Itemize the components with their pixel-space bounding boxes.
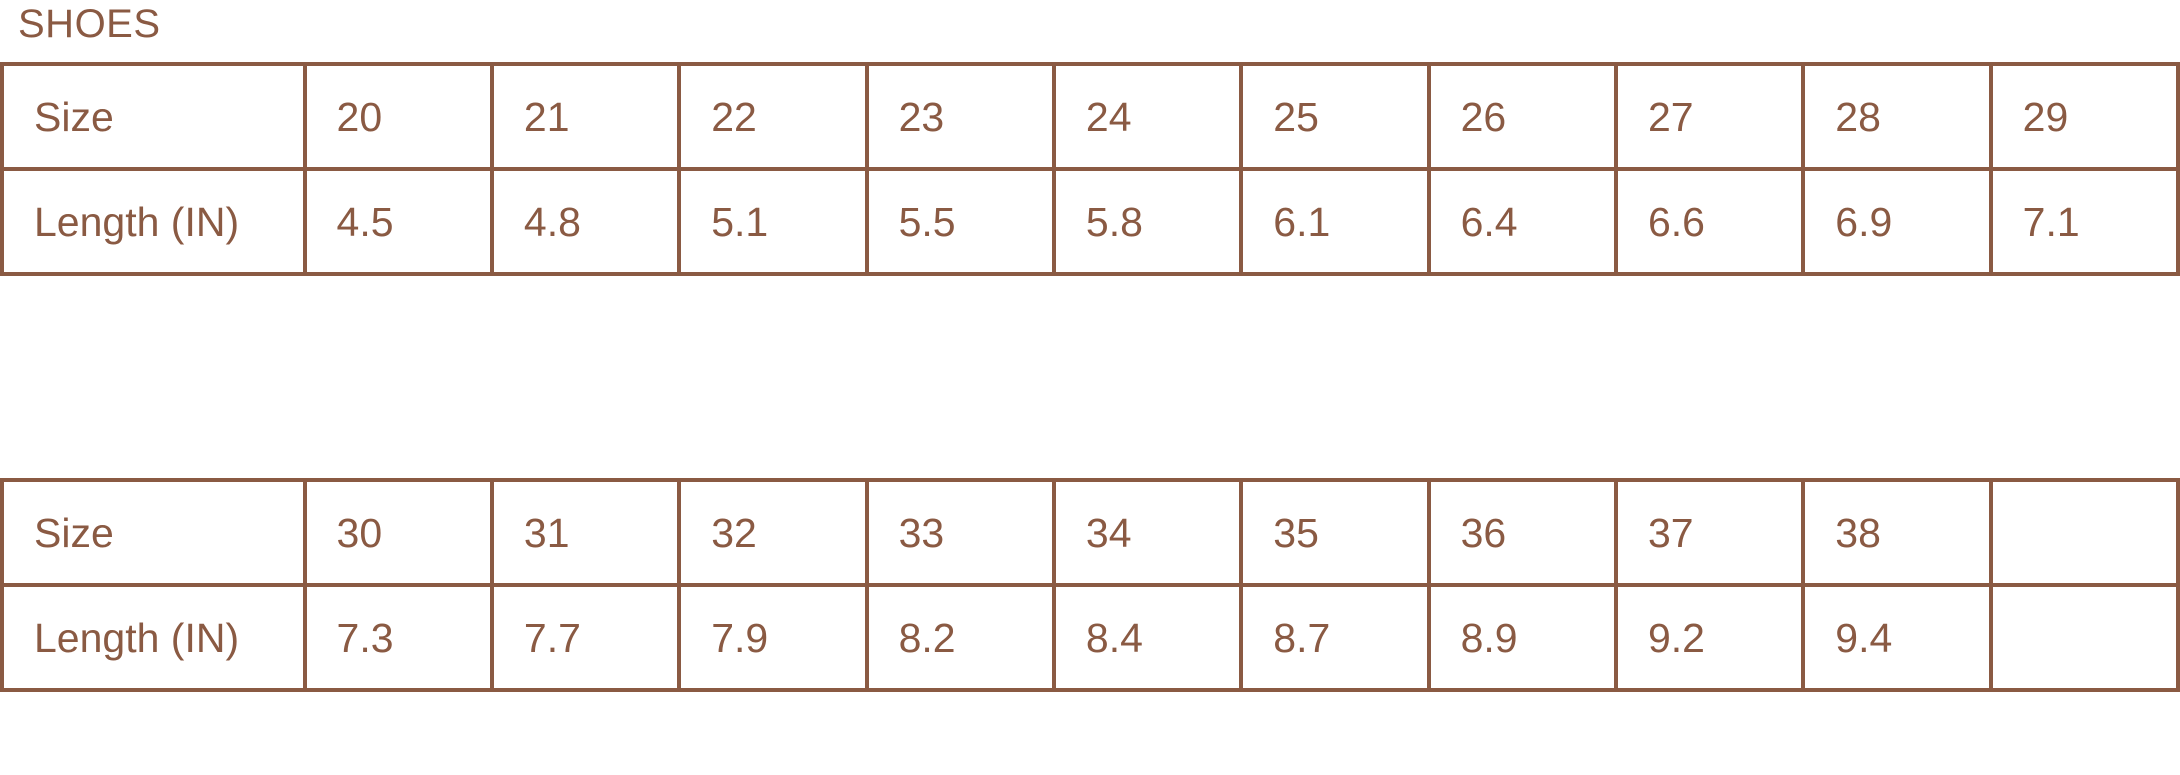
size-cell: 28 bbox=[1801, 62, 1993, 171]
page-title: SHOES bbox=[18, 2, 161, 46]
length-cell: 6.4 bbox=[1426, 167, 1618, 276]
length-cell: 4.5 bbox=[302, 167, 494, 276]
row-label-size: Size bbox=[0, 478, 307, 587]
size-cell: 33 bbox=[864, 478, 1056, 587]
row-label-size: Size bbox=[0, 62, 307, 171]
size-cell: 34 bbox=[1051, 478, 1244, 587]
table-row: Size 20 21 22 23 24 25 26 27 28 29 bbox=[0, 62, 2180, 171]
size-cell: 24 bbox=[1051, 62, 1244, 171]
row-label-length: Length (IN) bbox=[0, 167, 307, 276]
size-cell: 29 bbox=[1988, 62, 2180, 171]
length-cell: 7.7 bbox=[489, 583, 682, 692]
length-cell: 9.4 bbox=[1801, 583, 1993, 692]
size-cell: 23 bbox=[864, 62, 1056, 171]
table-row: Size 30 31 32 33 34 35 36 37 38 bbox=[0, 478, 2180, 587]
size-cell: 20 bbox=[302, 62, 494, 171]
length-cell: 7.3 bbox=[302, 583, 494, 692]
length-cell: 5.8 bbox=[1051, 167, 1244, 276]
length-cell: 7.9 bbox=[677, 583, 869, 692]
table-row: Length (IN) 7.3 7.7 7.9 8.2 8.4 8.7 8.9 … bbox=[0, 583, 2180, 692]
size-cell: 38 bbox=[1801, 478, 1993, 587]
length-cell: 8.7 bbox=[1239, 583, 1431, 692]
length-cell: 6.6 bbox=[1613, 167, 1806, 276]
size-cell-empty bbox=[1988, 478, 2180, 587]
length-cell: 6.9 bbox=[1801, 167, 1993, 276]
size-cell: 31 bbox=[489, 478, 682, 587]
length-cell: 8.2 bbox=[864, 583, 1056, 692]
size-cell: 25 bbox=[1239, 62, 1431, 171]
length-cell: 7.1 bbox=[1988, 167, 2180, 276]
size-cell: 35 bbox=[1239, 478, 1431, 587]
size-cell: 37 bbox=[1613, 478, 1806, 587]
length-cell: 5.5 bbox=[864, 167, 1056, 276]
size-cell: 36 bbox=[1426, 478, 1618, 587]
length-cell: 4.8 bbox=[489, 167, 682, 276]
size-cell: 30 bbox=[302, 478, 494, 587]
length-cell: 9.2 bbox=[1613, 583, 1806, 692]
length-cell: 5.1 bbox=[677, 167, 869, 276]
length-cell: 8.4 bbox=[1051, 583, 1244, 692]
length-cell: 8.9 bbox=[1426, 583, 1618, 692]
size-cell: 26 bbox=[1426, 62, 1618, 171]
length-cell-empty bbox=[1988, 583, 2180, 692]
size-cell: 32 bbox=[677, 478, 869, 587]
size-cell: 21 bbox=[489, 62, 682, 171]
length-cell: 6.1 bbox=[1239, 167, 1431, 276]
row-label-length: Length (IN) bbox=[0, 583, 307, 692]
size-table-first-range: Size 20 21 22 23 24 25 26 27 28 29 Lengt… bbox=[0, 62, 2180, 276]
size-cell: 27 bbox=[1613, 62, 1806, 171]
size-cell: 22 bbox=[677, 62, 869, 171]
size-table-second-range: Size 30 31 32 33 34 35 36 37 38 Length (… bbox=[0, 478, 2180, 692]
table-row: Length (IN) 4.5 4.8 5.1 5.5 5.8 6.1 6.4 … bbox=[0, 167, 2180, 276]
